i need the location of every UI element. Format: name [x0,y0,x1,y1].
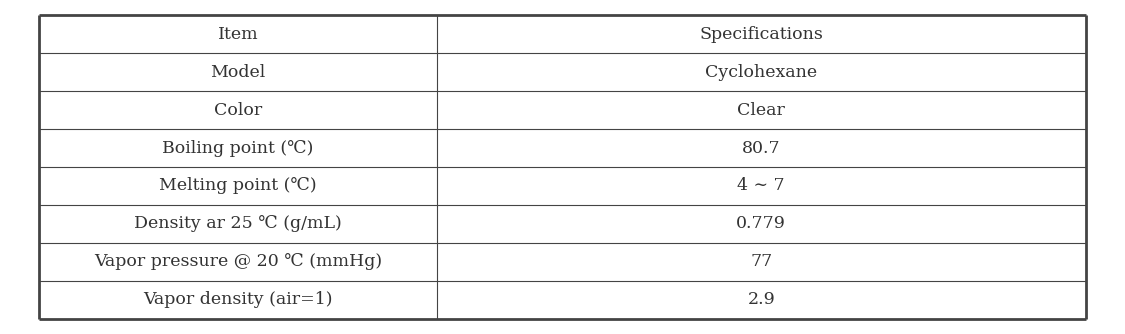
Text: 0.779: 0.779 [737,215,786,232]
Text: Cyclohexane: Cyclohexane [705,63,818,80]
Text: Specifications: Specifications [700,25,824,42]
Text: 77: 77 [750,254,773,271]
Text: 4 ∼ 7: 4 ∼ 7 [738,177,785,194]
Text: Melting point (℃): Melting point (℃) [160,177,317,194]
Text: Boiling point (℃): Boiling point (℃) [162,140,314,157]
Text: Clear: Clear [737,102,785,119]
Text: Vapor pressure @ 20 ℃ (mmHg): Vapor pressure @ 20 ℃ (mmHg) [94,254,382,271]
Text: Model: Model [210,63,266,80]
Text: Color: Color [214,102,262,119]
Text: Item: Item [218,25,259,42]
Text: Vapor density (air=1): Vapor density (air=1) [143,292,333,309]
Text: Density ar 25 ℃ (g/mL): Density ar 25 ℃ (g/mL) [134,215,342,232]
Text: 2.9: 2.9 [747,292,775,309]
Text: 80.7: 80.7 [742,140,781,157]
